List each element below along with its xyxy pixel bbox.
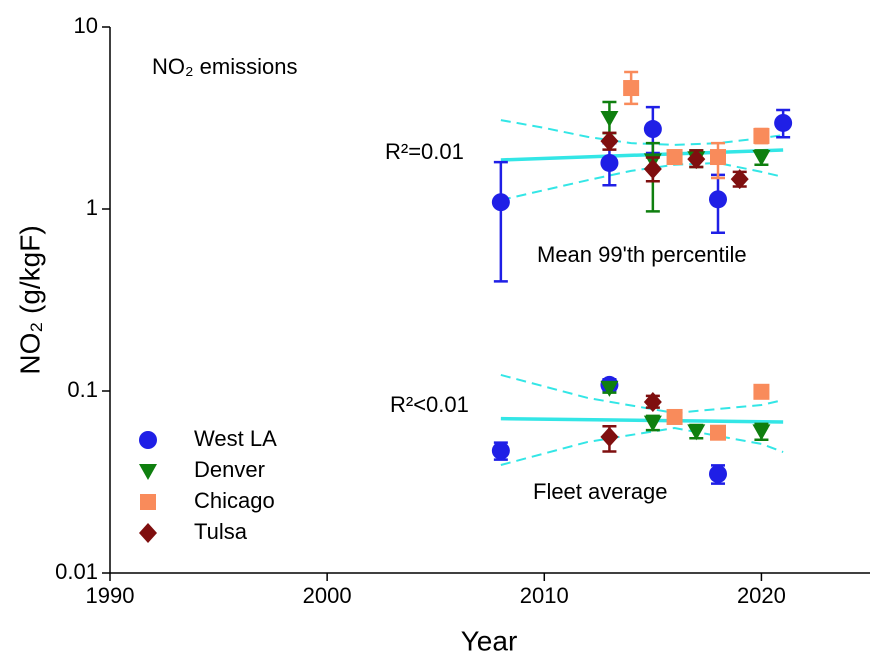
- annotation: R²<0.01: [390, 392, 469, 417]
- marker: [774, 113, 793, 132]
- marker: [752, 424, 771, 441]
- fit-band-lower: [500, 427, 784, 466]
- x-tick-label: 1990: [86, 583, 135, 608]
- marker: [710, 424, 726, 441]
- marker: [730, 169, 749, 190]
- annotation: Fleet average: [533, 479, 668, 504]
- marker: [643, 392, 662, 413]
- fit-line: [500, 148, 784, 162]
- marker: [600, 153, 619, 172]
- marker: [600, 426, 619, 447]
- marker: [643, 415, 662, 432]
- annotation: R²=0.01: [385, 139, 464, 164]
- legend-marker: [140, 494, 156, 510]
- marker: [687, 424, 706, 441]
- fit-band-lower: [500, 161, 784, 202]
- marker: [709, 190, 727, 209]
- marker: [687, 149, 706, 170]
- marker: [600, 111, 619, 128]
- y-tick-label: 1: [86, 195, 98, 220]
- x-axis-label: Year: [461, 625, 518, 656]
- x-tick-label: 2000: [303, 583, 352, 608]
- marker: [753, 127, 770, 144]
- legend-label: Chicago: [194, 488, 275, 513]
- x-tick-label: 2010: [520, 583, 569, 608]
- marker: [491, 441, 510, 460]
- legend-label: West LA: [194, 426, 277, 451]
- marker: [600, 380, 619, 397]
- annotation: Mean 99'th percentile: [537, 242, 747, 267]
- y-tick-label: 0.1: [67, 377, 98, 402]
- marker: [753, 383, 770, 400]
- legend-label: Tulsa: [194, 519, 248, 544]
- error-bar: [493, 160, 508, 283]
- marker: [752, 150, 771, 167]
- marker: [600, 131, 619, 152]
- legend-label: Denver: [194, 457, 265, 482]
- marker: [666, 408, 683, 425]
- marker: [643, 120, 662, 139]
- legend-marker: [139, 464, 157, 480]
- annotation: NO₂ emissions: [152, 54, 297, 79]
- y-tick-label: 10: [74, 13, 98, 38]
- fit-band-upper: [500, 373, 784, 415]
- fit-line: [500, 416, 784, 424]
- fit-band-upper: [500, 119, 784, 146]
- marker: [710, 149, 726, 166]
- y-axis-label: NO₂ (g/kgF): [14, 225, 45, 374]
- marker: [666, 149, 683, 166]
- marker: [491, 193, 510, 212]
- marker: [643, 158, 662, 179]
- x-tick-label: 2020: [737, 583, 786, 608]
- marker: [709, 464, 727, 483]
- legend-marker: [139, 523, 157, 543]
- marker: [623, 80, 640, 97]
- legend-marker: [139, 431, 157, 449]
- y-tick-label: 0.01: [55, 559, 98, 584]
